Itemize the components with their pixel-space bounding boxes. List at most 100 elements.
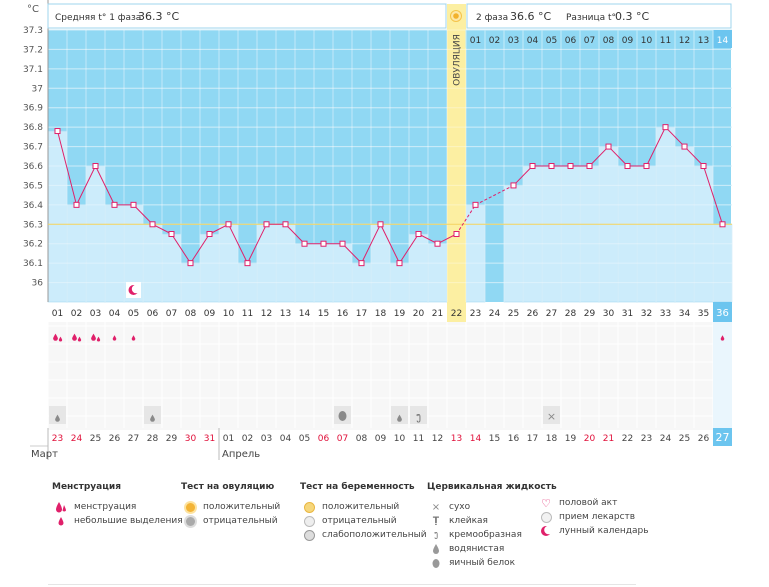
- temperature-line-segment: [95, 165, 115, 206]
- temperature-point: [643, 163, 650, 169]
- temperature-point: [377, 221, 384, 228]
- phase2-day-label: 05: [546, 36, 557, 46]
- drop-shape: [72, 333, 77, 341]
- heart-icon: ♡: [541, 496, 551, 510]
- cycle-day-label: 31: [622, 309, 633, 319]
- legend-item-label: положительный: [322, 502, 400, 512]
- cycle-day-label: 18: [375, 309, 387, 319]
- legend-item: ງ кремообразная: [427, 528, 557, 542]
- legend-item-label: прием лекарств: [559, 512, 636, 522]
- temperature-bar: [522, 165, 543, 303]
- phase2-label: 2 фаза: [476, 13, 508, 23]
- egg-white-icon: [427, 557, 445, 569]
- temperature-point: [510, 182, 517, 189]
- legend-menstruation-title: Менструация: [52, 482, 121, 492]
- ovulation-negative-icon: [181, 516, 199, 526]
- y-tick-label: 36.9: [23, 104, 43, 114]
- phase2-day-label: 06: [565, 36, 577, 46]
- y-tick-label: 37.2: [23, 45, 43, 55]
- temperature-line-segment: [418, 233, 438, 245]
- temperature-line-segment: [342, 243, 362, 264]
- cycle-day-label: 07: [166, 309, 177, 319]
- temperature-point: [396, 260, 403, 267]
- y-tick-label: 37.1: [23, 65, 43, 75]
- today-highlight: [713, 302, 732, 322]
- diff-value: 0.3 °C: [615, 10, 649, 23]
- legend-item-label: слабоположительный: [322, 530, 427, 540]
- ovulation-band: [447, 4, 466, 302]
- drop-shape: [720, 335, 725, 341]
- cycle-day-label: 19: [394, 309, 406, 319]
- calendar-date-label: 05: [299, 434, 310, 444]
- cycle-day-label: 12: [261, 309, 272, 319]
- cycle-day-label: 09: [204, 309, 216, 319]
- calendar-date-label: 14: [470, 434, 482, 444]
- today-date-highlight: [713, 428, 732, 446]
- dry-cross-icon: ×: [431, 501, 441, 513]
- temperature-point: [73, 201, 80, 208]
- cycle-day-label: 30: [603, 309, 615, 319]
- calendar-date-label: 26: [109, 434, 121, 444]
- calendar-date-label: 29: [166, 434, 178, 444]
- cycle-day-label: 06: [147, 309, 159, 319]
- phase1-label: Средняя t° 1 фаза: [55, 13, 141, 23]
- legend-item: яичный белок: [427, 556, 557, 570]
- cycle-day-label: 01: [52, 309, 63, 319]
- temperature-point: [472, 201, 479, 208]
- legend-pregnancy-test-title: Тест на беременность: [300, 482, 415, 492]
- month-label: Апрель: [222, 449, 260, 460]
- cycle-day-label: 04: [109, 309, 121, 319]
- temperature-line-segment: [247, 224, 267, 264]
- cycle-day-label: 03: [90, 309, 101, 319]
- ovulation-label: ОВУЛЯЦИЯ: [453, 34, 463, 86]
- temperature-line-segment: [399, 233, 419, 264]
- legend-item-label: водянистая: [449, 544, 505, 554]
- cycle-day-label: 32: [641, 309, 652, 319]
- legend-item-label: сухо: [449, 502, 471, 512]
- phase2-day-label: 12: [679, 36, 690, 46]
- drop-shape: [58, 336, 63, 342]
- temperature-bar: [560, 165, 581, 303]
- drop-shape: [91, 333, 96, 341]
- cycle-day-label: 02: [71, 309, 82, 319]
- phase2-day-label: 08: [603, 36, 615, 46]
- temperature-point: [130, 201, 137, 208]
- legend-item: небольшие выделения: [52, 514, 183, 528]
- temperature-line-segment: [228, 224, 248, 264]
- creamy-icon: ງ: [433, 530, 439, 540]
- cycle-day-label: 21: [432, 309, 443, 319]
- cycle-day-label: 05: [128, 309, 139, 319]
- calendar-date-label: 18: [546, 434, 558, 444]
- calendar-date-label: 09: [375, 434, 387, 444]
- calendar-date-label: 22: [622, 434, 633, 444]
- legend-item-label: отрицательный: [322, 516, 397, 526]
- cycle-day-label: 16: [337, 309, 349, 319]
- temperature-line-segment: [475, 184, 514, 206]
- drop-shape: [53, 333, 58, 341]
- temperature-bar: [104, 204, 125, 303]
- legend-item: слабоположительный: [300, 528, 427, 542]
- calendar-date-label: 23: [52, 434, 63, 444]
- footer-divider: [48, 584, 636, 585]
- phase2-day-label: 09: [622, 36, 634, 46]
- legend-item-label: небольшие выделения: [74, 516, 183, 526]
- cycle-day-label: 29: [584, 309, 596, 319]
- temperature-point: [339, 240, 346, 247]
- temperature-point: [624, 163, 631, 169]
- month-label: Март: [31, 449, 58, 460]
- temperature-bar: [294, 243, 315, 303]
- temperature-bar: [465, 204, 486, 303]
- sticky-icon: Ṭ: [432, 516, 440, 526]
- temperature-bar: [636, 165, 657, 303]
- temperature-point: [586, 163, 593, 169]
- temperature-point: [282, 221, 289, 228]
- legend-item-label: менструация: [74, 502, 137, 512]
- legend-item-label: отрицательный: [203, 516, 278, 526]
- ovulation-day-highlight: [447, 302, 466, 322]
- calendar-date-label: 28: [147, 434, 159, 444]
- phase2-today-cell: [713, 30, 732, 48]
- phase2-day-label: 04: [527, 36, 539, 46]
- legend-item: × сухо: [427, 500, 557, 514]
- temperature-line-segment: [589, 146, 609, 167]
- calendar-date-label: 12: [432, 434, 443, 444]
